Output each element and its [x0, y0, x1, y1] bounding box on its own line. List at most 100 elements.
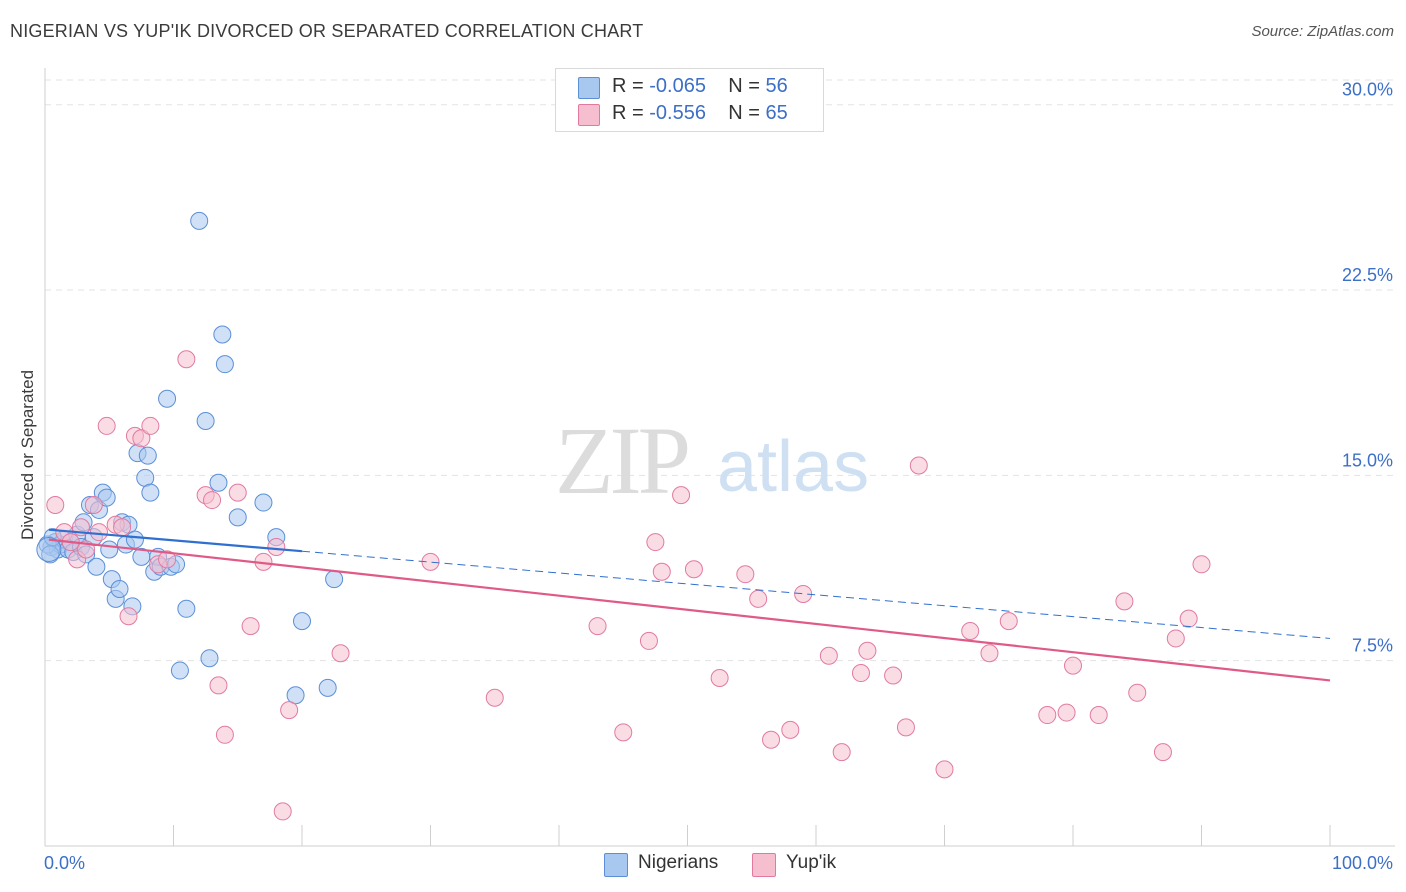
point-yupik	[273, 802, 292, 821]
y-tick-label: 22.5%	[1342, 265, 1393, 285]
y-axis-title: Divorced or Separated	[18, 370, 37, 540]
point-yupik	[672, 486, 691, 505]
point-yupik	[215, 725, 234, 744]
point-nigerians	[209, 473, 228, 492]
point-yupik	[684, 560, 703, 579]
point-yupik	[896, 718, 915, 737]
point-nigerians	[177, 599, 196, 618]
legend-r-label: R =	[612, 102, 644, 124]
point-nigerians	[215, 355, 234, 374]
point-yupik	[884, 666, 903, 685]
point-yupik	[1089, 706, 1108, 725]
point-yupik	[832, 743, 851, 762]
chart-title: NIGERIAN VS YUP'IK DIVORCED OR SEPARATED…	[10, 21, 644, 41]
source-label: Source: ZipAtlas.com	[1251, 23, 1394, 40]
legend: R = -0.065 N = 56 R = -0.556 N = 65	[555, 68, 824, 132]
legend-r-value: -0.065	[649, 75, 706, 97]
legend-n-label: N =	[728, 102, 760, 124]
point-nigerians	[196, 411, 215, 430]
point-nigerians	[141, 483, 160, 502]
point-yupik	[46, 496, 65, 515]
watermark-zip: ZIP	[555, 407, 688, 514]
x-min-label: 0.0%	[44, 853, 85, 873]
trend-yupik-solid	[48, 538, 1331, 682]
point-yupik	[331, 644, 350, 663]
y-tick-label: 30.0%	[1342, 80, 1393, 100]
point-nigerians	[293, 612, 311, 631]
point-yupik	[652, 562, 671, 581]
point-yupik	[639, 631, 658, 650]
point-yupik	[228, 483, 247, 502]
point-yupik	[1038, 706, 1057, 725]
legend-swatch-nigerians	[578, 77, 600, 99]
point-yupik	[710, 668, 729, 687]
point-yupik	[1179, 609, 1198, 628]
point-yupik	[89, 523, 108, 542]
point-nigerians	[325, 570, 344, 589]
point-yupik	[909, 456, 928, 475]
watermark: ZIP atlas	[555, 407, 869, 514]
watermark-atlas: atlas	[717, 427, 869, 507]
point-yupik	[749, 589, 768, 608]
point-yupik	[267, 538, 286, 557]
point-yupik	[1192, 555, 1211, 574]
point-yupik	[736, 565, 755, 584]
point-yupik	[961, 622, 980, 641]
point-yupik	[119, 607, 138, 626]
point-yupik	[113, 518, 132, 537]
point-nigerians	[190, 211, 209, 230]
trend-nigerians-dashed	[301, 550, 1331, 639]
point-nigerians	[36, 536, 62, 562]
legend-n-value: 65	[765, 102, 788, 124]
point-yupik	[646, 533, 665, 552]
point-yupik	[177, 350, 196, 369]
legend-r-value: -0.556	[649, 102, 706, 124]
point-nigerians	[254, 493, 273, 512]
legend-n-value: 56	[765, 75, 788, 97]
point-yupik	[280, 701, 299, 720]
point-nigerians	[138, 446, 157, 465]
point-yupik	[203, 491, 222, 510]
point-yupik	[97, 416, 116, 435]
trend-lines	[48, 528, 1331, 682]
point-yupik	[588, 617, 607, 636]
point-nigerians	[125, 530, 144, 549]
legend-r-label: R =	[612, 75, 644, 97]
point-yupik	[132, 429, 151, 448]
point-yupik	[819, 646, 838, 665]
point-yupik	[1153, 743, 1172, 762]
points	[36, 211, 1211, 821]
point-nigerians	[100, 540, 119, 559]
point-nigerians	[318, 678, 337, 697]
y-tick-labels: 7.5% 15.0% 22.5% 30.0%	[1342, 80, 1393, 656]
point-nigerians	[228, 508, 247, 527]
bottom-legend-label-yupik: Yup'ik	[786, 852, 837, 873]
point-yupik	[158, 550, 177, 569]
point-yupik	[1128, 683, 1147, 702]
point-yupik	[1115, 592, 1134, 611]
point-nigerians	[170, 661, 189, 680]
point-yupik	[1057, 703, 1076, 722]
point-yupik	[241, 617, 260, 636]
legend-swatch-yupik	[578, 104, 600, 126]
gridlines	[45, 79, 1395, 662]
point-yupik	[1166, 629, 1185, 648]
point-yupik	[485, 688, 504, 707]
point-yupik	[614, 723, 633, 742]
point-nigerians	[286, 686, 305, 705]
point-yupik	[141, 416, 160, 435]
point-yupik	[781, 720, 800, 739]
point-yupik	[209, 676, 228, 695]
point-yupik	[980, 644, 999, 663]
point-yupik	[1064, 656, 1082, 675]
point-nigerians	[158, 389, 177, 408]
y-tick-label: 7.5%	[1352, 636, 1393, 656]
legend-n-label: N =	[728, 75, 760, 97]
point-nigerians	[87, 557, 106, 576]
point-nigerians	[213, 325, 232, 344]
trend-nigerians-solid	[48, 528, 303, 553]
x-max-label: 100.0%	[1332, 853, 1393, 873]
point-yupik	[858, 641, 877, 660]
axes	[44, 68, 1395, 847]
